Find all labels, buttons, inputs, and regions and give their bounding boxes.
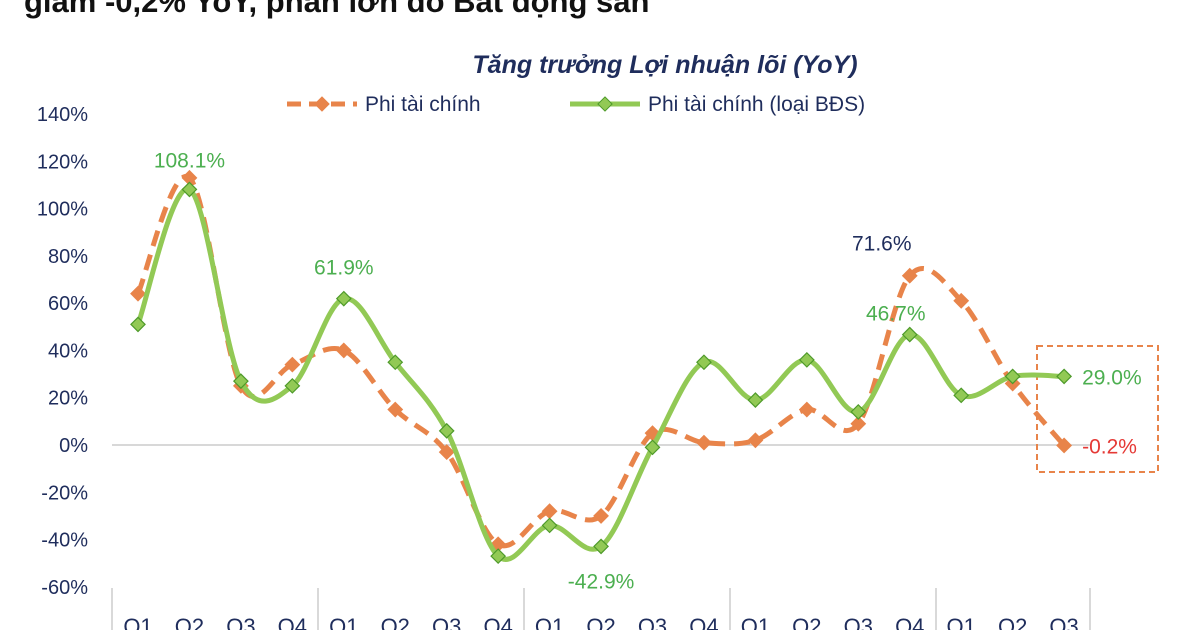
data-label: -0.2% bbox=[1082, 435, 1137, 458]
data-point bbox=[953, 387, 970, 404]
data-point bbox=[850, 403, 867, 420]
y-tick-label: -20% bbox=[41, 482, 88, 504]
data-point bbox=[901, 326, 918, 343]
data-label: 29.0% bbox=[1082, 366, 1142, 389]
y-tick-label: 120% bbox=[37, 151, 88, 173]
data-label: 71.6% bbox=[852, 233, 912, 256]
data-point bbox=[284, 356, 301, 373]
data-label: 61.9% bbox=[314, 257, 374, 280]
data-point bbox=[901, 267, 918, 284]
data-point bbox=[850, 415, 867, 432]
series-line-0 bbox=[135, 173, 1067, 549]
data-point bbox=[387, 354, 404, 371]
data-point bbox=[1056, 437, 1073, 454]
x-tick-label: Q3 bbox=[432, 614, 461, 630]
headline: giảm -0,2% YoY, phần lớn do Bất động sản bbox=[24, 0, 650, 19]
data-point bbox=[335, 290, 352, 307]
data-point bbox=[696, 354, 712, 371]
legend-marker bbox=[314, 96, 330, 112]
series-line-1 bbox=[135, 186, 1065, 562]
y-tick-label: 80% bbox=[48, 246, 88, 268]
data-point bbox=[644, 439, 661, 456]
x-tick-label: Q1 bbox=[329, 614, 358, 630]
x-tick-label: Q4 bbox=[483, 614, 512, 630]
y-tick-label: -40% bbox=[41, 530, 88, 552]
data-point bbox=[798, 401, 815, 418]
data-point bbox=[593, 538, 609, 555]
x-tick-label: Q1 bbox=[123, 614, 152, 630]
data-point bbox=[232, 373, 249, 390]
data-point bbox=[181, 169, 198, 186]
data-point bbox=[438, 444, 455, 461]
x-tick-label: Q3 bbox=[1049, 614, 1078, 630]
x-tick-label: Q3 bbox=[226, 614, 255, 630]
data-point bbox=[130, 285, 146, 302]
data-point bbox=[747, 432, 764, 449]
data-label: -42.9% bbox=[568, 570, 635, 593]
y-tick-label: -60% bbox=[41, 577, 88, 599]
x-tick-label: Q4 bbox=[689, 614, 718, 630]
x-tick-label: Q3 bbox=[638, 614, 667, 630]
x-tick-label: Q2 bbox=[381, 614, 410, 630]
y-tick-label: 100% bbox=[37, 199, 88, 221]
x-tick-label: Q3 bbox=[844, 614, 873, 630]
data-point bbox=[438, 422, 455, 439]
data-point bbox=[747, 392, 764, 408]
x-tick-label: Q1 bbox=[741, 614, 770, 630]
data-point bbox=[181, 181, 198, 198]
x-tick-label: Q1 bbox=[535, 614, 564, 630]
x-tick-label: Q4 bbox=[895, 614, 924, 630]
highlight-box bbox=[1036, 345, 1159, 473]
y-tick-label: 140% bbox=[37, 104, 88, 126]
data-point bbox=[130, 316, 146, 333]
data-point bbox=[696, 434, 712, 451]
data-point bbox=[798, 351, 815, 368]
data-point bbox=[541, 517, 558, 534]
x-tick-label: Q2 bbox=[175, 614, 204, 630]
chart-title: Tăng trưởng Lợi nhuận lõi (YoY) bbox=[472, 51, 857, 79]
data-point bbox=[284, 377, 301, 394]
data-label: 46.7% bbox=[866, 303, 926, 326]
x-tick-label: Q2 bbox=[792, 614, 821, 630]
y-tick-label: 60% bbox=[48, 293, 88, 315]
legend-label: Phi tài chính (loại BĐS) bbox=[648, 93, 865, 116]
data-point bbox=[593, 508, 609, 524]
y-tick-label: 0% bbox=[59, 435, 88, 457]
data-point bbox=[335, 342, 352, 359]
y-tick-label: 20% bbox=[48, 388, 88, 410]
data-point bbox=[490, 548, 507, 565]
x-tick-label: Q2 bbox=[586, 614, 615, 630]
x-tick-label: Q2 bbox=[998, 614, 1027, 630]
y-tick-label: 40% bbox=[48, 340, 88, 362]
data-label: 108.1% bbox=[154, 149, 225, 172]
legend-label: Phi tài chính bbox=[365, 93, 481, 116]
data-point bbox=[1056, 368, 1073, 385]
data-point bbox=[1004, 368, 1021, 385]
x-tick-label: Q1 bbox=[947, 614, 976, 630]
x-tick-label: Q4 bbox=[278, 614, 307, 630]
data-point bbox=[541, 503, 558, 520]
data-point bbox=[387, 401, 404, 418]
legend-marker bbox=[597, 96, 613, 112]
data-point bbox=[953, 292, 970, 309]
